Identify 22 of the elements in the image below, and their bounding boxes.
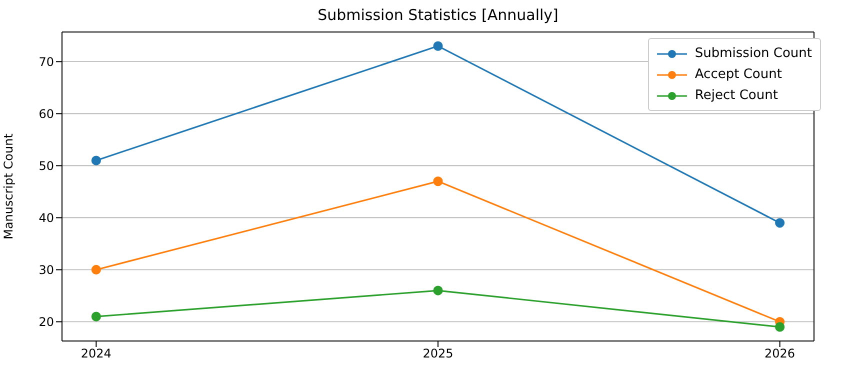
point — [433, 286, 443, 296]
point — [775, 218, 785, 228]
point — [775, 322, 785, 332]
point — [433, 176, 443, 186]
legend-label: Accept Count — [694, 67, 782, 82]
y-tick-label: 60 — [38, 106, 54, 121]
y-tick-label: 50 — [38, 158, 54, 173]
y-tick-label: 70 — [38, 54, 54, 69]
point — [91, 264, 101, 275]
y-axis-title: Manuscript Count — [1, 133, 16, 240]
x-tick-label: 2025 — [422, 346, 454, 361]
legend-label: Reject Count — [694, 88, 778, 103]
y-tick-label: 40 — [38, 210, 54, 225]
x-tick-label: 2024 — [80, 346, 112, 361]
point — [433, 41, 443, 51]
x-tick-label: 2026 — [764, 346, 796, 361]
point — [91, 312, 101, 322]
y-tick-label: 30 — [38, 262, 54, 277]
chart-title: Submission Statistics [Annually] — [316, 6, 560, 24]
y-tick-label: 20 — [38, 315, 54, 330]
legend-label: Submission Count — [694, 46, 812, 61]
point — [91, 156, 101, 166]
